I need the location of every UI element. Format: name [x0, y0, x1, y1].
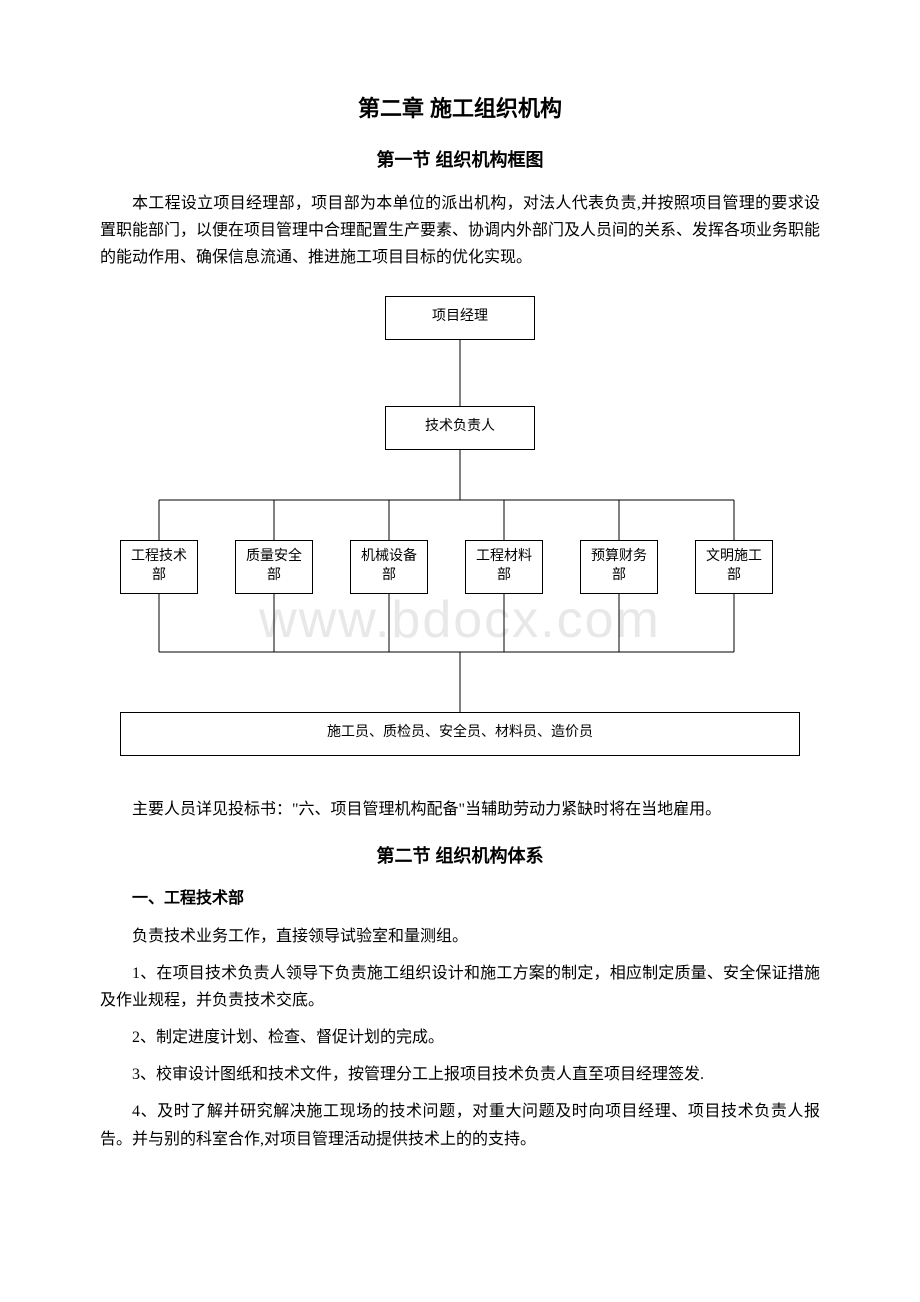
section2-title: 第二节 组织机构体系 [100, 841, 820, 872]
org-node-tech: 技术负责人 [385, 406, 535, 450]
dept1-p4: 4、及时了解并研究解决施工现场的技术问题，对重大问题及时向项目经理、项目技术负责… [100, 1098, 820, 1152]
dept1-p2: 2、制定进度计划、检查、督促计划的完成。 [100, 1024, 820, 1051]
section1-note: 主要人员详见投标书："六、项目管理机构配备"当辅助劳动力紧缺时将在当地雇用。 [100, 796, 820, 823]
org-node-d3: 机械设备部 [350, 540, 428, 594]
chapter-title: 第二章 施工组织机构 [100, 90, 820, 127]
org-node-root: 项目经理 [385, 296, 535, 340]
org-node-d5: 预算财务部 [580, 540, 658, 594]
dept1-heading: 一、工程技术部 [100, 885, 820, 912]
dept1-p0: 负责技术业务工作，直接领导试验室和量测组。 [100, 923, 820, 950]
org-chart: www.bdocx.com 项目经理技术负责人工程技术部质量安全部机械设备部工程… [100, 296, 820, 776]
org-node-d1: 工程技术部 [120, 540, 198, 594]
section1-intro: 本工程设立项目经理部，项目部为本单位的派出机构，对法人代表负责,并按照项目管理的… [100, 190, 820, 272]
org-node-d2: 质量安全部 [235, 540, 313, 594]
org-node-d6: 文明施工部 [695, 540, 773, 594]
org-chart-lines [100, 296, 820, 776]
section1-title: 第一节 组织机构框图 [100, 145, 820, 176]
dept1-p3: 3、校审设计图纸和技术文件，按管理分工上报项目技术负责人直至项目经理签发. [100, 1061, 820, 1088]
org-node-d4: 工程材料部 [465, 540, 543, 594]
dept1-p1: 1、在项目技术负责人领导下负责施工组织设计和施工方案的制定，相应制定质量、安全保… [100, 960, 820, 1014]
org-node-staff: 施工员、质检员、安全员、材料员、造价员 [120, 712, 800, 756]
